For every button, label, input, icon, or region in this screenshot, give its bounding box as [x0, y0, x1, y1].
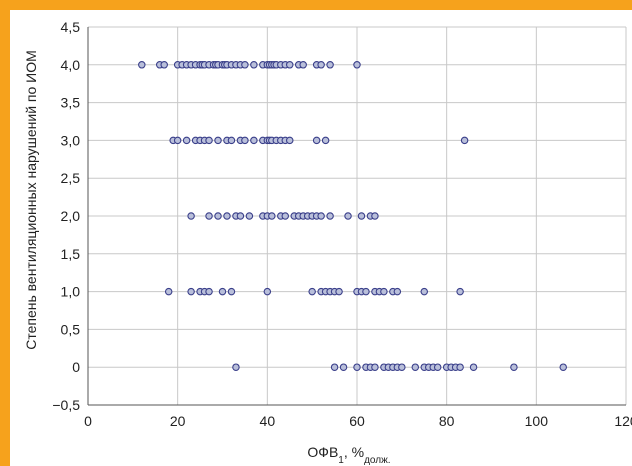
data-point — [285, 61, 294, 69]
x-axis-title-main: ОФВ — [307, 444, 338, 460]
x-tick-label: 40 — [260, 413, 276, 429]
data-point — [236, 212, 245, 220]
data-point — [164, 287, 173, 296]
data-point — [317, 61, 325, 69]
grid — [87, 26, 627, 406]
data-point — [335, 287, 343, 296]
x-axis-title-sub: 1 — [338, 455, 344, 466]
x-axis-title: ОФВ1, %долж. — [307, 444, 390, 466]
data-point — [214, 212, 222, 220]
data-point — [205, 287, 213, 296]
y-tick-label: 2,5 — [61, 170, 81, 186]
data-point — [371, 363, 379, 371]
data-point — [232, 363, 240, 371]
y-tick-label: 1,0 — [61, 284, 81, 300]
data-point — [227, 287, 236, 296]
data-point — [321, 136, 330, 145]
data-point — [160, 61, 168, 69]
x-tick-label: 0 — [84, 413, 92, 429]
data-point — [187, 287, 195, 296]
data-point — [308, 287, 316, 296]
data-point — [353, 61, 361, 69]
data-point — [187, 212, 195, 220]
data-point — [250, 61, 258, 69]
x-tick-label: 120 — [614, 413, 632, 429]
data-point — [420, 287, 428, 296]
data-point — [398, 363, 406, 371]
y-tick-label: −0,5 — [52, 397, 80, 413]
data-point — [312, 136, 321, 145]
data-point — [205, 212, 213, 220]
x-axis-title-suffix: , % — [344, 444, 364, 460]
data-point — [326, 212, 334, 220]
x-axis-title-sub2: долж. — [364, 455, 390, 466]
data-point — [317, 212, 325, 220]
data-point — [411, 363, 420, 371]
data-point — [268, 212, 276, 220]
data-point — [285, 136, 294, 145]
data-point — [362, 287, 370, 296]
chart-frame: 020406080100120−0,500,51,01,52,02,53,03,… — [10, 10, 632, 466]
data-point — [456, 287, 464, 296]
tick-labels: 020406080100120−0,500,51,01,52,02,53,03,… — [52, 19, 632, 429]
data-point — [469, 363, 478, 371]
y-tick-label: 1,5 — [61, 246, 81, 262]
y-tick-label: 3,5 — [61, 95, 81, 111]
data-point — [214, 136, 222, 145]
data-point — [205, 136, 213, 145]
data-point — [326, 61, 334, 69]
data-point — [182, 136, 191, 145]
y-tick-label: 2,0 — [61, 208, 81, 224]
y-tick-label: 0 — [72, 359, 80, 375]
x-tick-label: 100 — [525, 413, 549, 429]
data-point — [227, 136, 236, 145]
y-tick-label: 0,5 — [61, 321, 81, 337]
data-point — [330, 363, 339, 371]
data-point — [559, 363, 567, 371]
data-point — [344, 212, 352, 220]
data-point — [241, 136, 249, 145]
data-point — [241, 61, 249, 69]
data-point — [353, 363, 361, 371]
data-point — [371, 212, 379, 220]
y-tick-label: 3,0 — [61, 132, 81, 148]
x-tick-label: 80 — [439, 413, 455, 429]
data-point — [138, 61, 146, 69]
x-tick-label: 60 — [349, 413, 365, 429]
data-point — [218, 287, 227, 296]
data-point — [393, 287, 402, 296]
x-tick-label: 20 — [170, 413, 186, 429]
data-point — [380, 287, 388, 296]
y-tick-label: 4,0 — [61, 57, 81, 73]
data-point — [339, 363, 348, 371]
data-points — [138, 61, 567, 371]
data-point — [245, 212, 254, 220]
data-point — [456, 363, 464, 371]
data-point — [433, 363, 442, 371]
scatter-chart: 020406080100120−0,500,51,01,52,02,53,03,… — [23, 19, 632, 466]
y-axis-title: Степень вентиляционных нарушений по ИОМ — [23, 50, 39, 350]
data-point — [510, 363, 518, 371]
data-point — [299, 61, 307, 69]
data-point — [173, 136, 182, 145]
data-point — [250, 136, 258, 145]
data-point — [357, 212, 366, 220]
y-tick-label: 4,5 — [61, 19, 81, 35]
data-point — [281, 212, 290, 220]
data-point — [263, 287, 272, 296]
data-point — [460, 136, 469, 145]
data-point — [223, 212, 231, 220]
